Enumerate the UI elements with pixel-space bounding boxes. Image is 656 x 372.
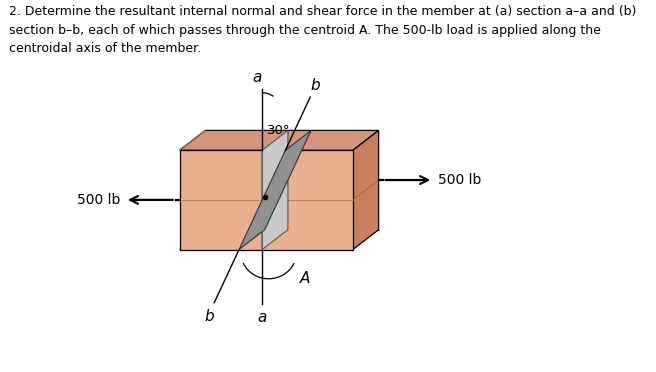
Text: 500 lb: 500 lb <box>77 193 120 207</box>
Text: 500 lb: 500 lb <box>438 173 482 187</box>
Text: 2. Determine the resultant internal normal and shear force in the member at (a) : 2. Determine the resultant internal norm… <box>9 5 637 55</box>
Polygon shape <box>262 150 353 250</box>
Text: A: A <box>300 271 310 286</box>
Polygon shape <box>353 131 379 250</box>
Polygon shape <box>239 131 311 250</box>
Polygon shape <box>180 131 379 150</box>
Text: a: a <box>258 310 267 325</box>
Text: b: b <box>205 309 214 324</box>
Text: a: a <box>252 70 261 85</box>
Text: 30°: 30° <box>267 125 291 138</box>
Text: b: b <box>310 78 320 93</box>
Polygon shape <box>262 131 288 250</box>
Polygon shape <box>180 150 262 250</box>
